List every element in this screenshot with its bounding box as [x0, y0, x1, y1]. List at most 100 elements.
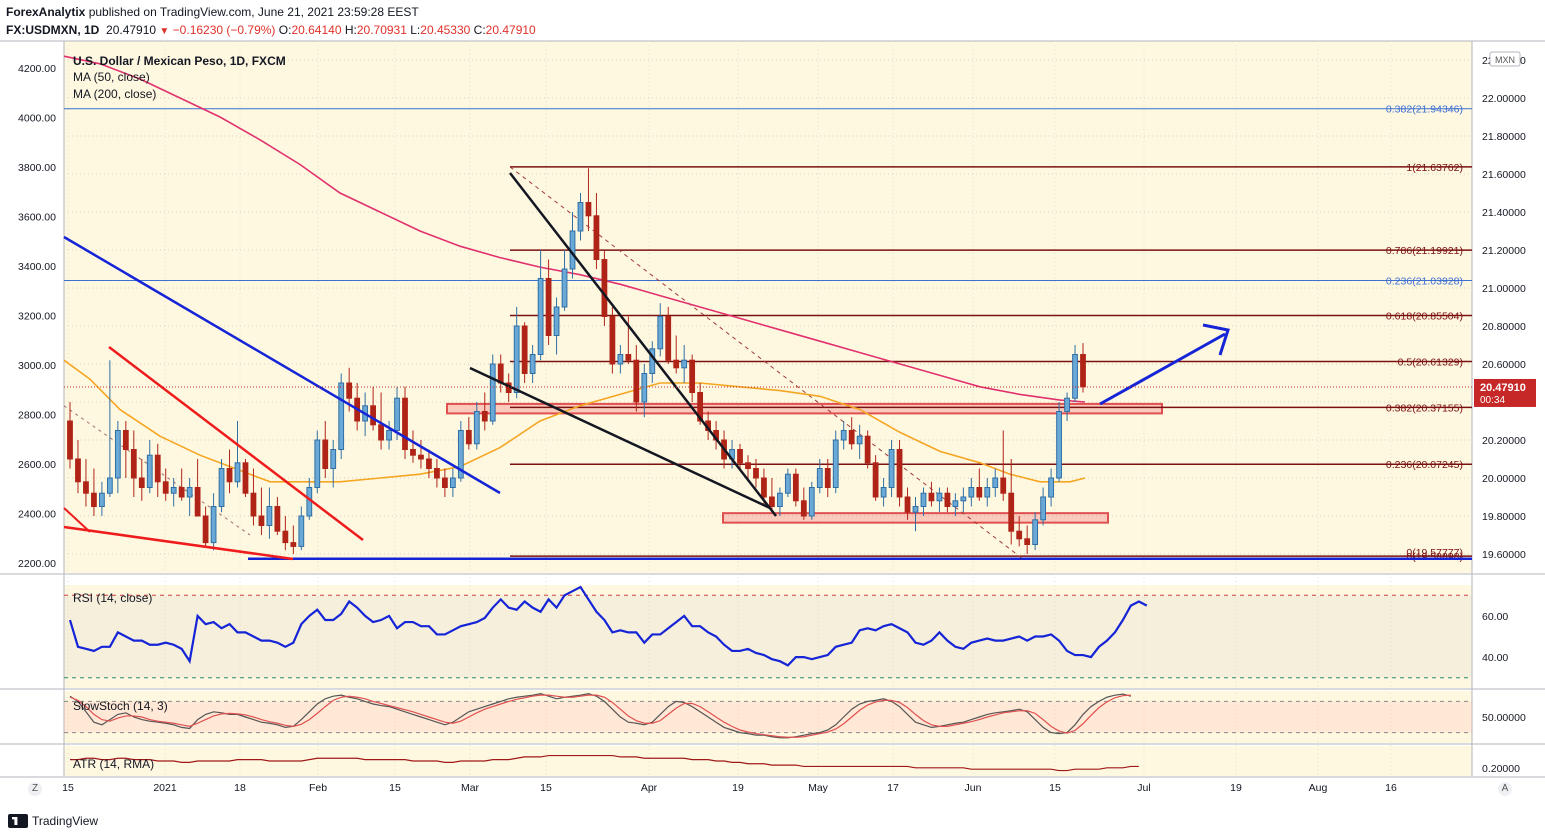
- candle-body: [410, 449, 416, 456]
- right-tick-label: 21.00000: [1482, 283, 1526, 295]
- candle-body: [593, 215, 600, 261]
- candle-body: [346, 382, 353, 399]
- ohlc-line: FX:USDMXN, 1D 20.47910 ▼ −0.16230 (−0.79…: [6, 23, 536, 37]
- candle-body: [1032, 519, 1039, 545]
- footer-brand[interactable]: TradingView: [32, 814, 99, 828]
- candle-body: [824, 468, 831, 488]
- rsi-band-fill: [64, 595, 1472, 678]
- candle-body: [394, 397, 400, 432]
- fib-label: 0.5(20.61329): [1398, 356, 1463, 368]
- candle-body: [242, 462, 249, 494]
- x-tick-label: Feb: [309, 782, 327, 794]
- right-tick-label: 21.80000: [1482, 131, 1526, 143]
- symbol-label: FX:USDMXN, 1D: [6, 23, 100, 37]
- candle-body: [577, 202, 584, 232]
- right-tick-label: 19.60000: [1482, 549, 1526, 561]
- candle-body: [601, 259, 608, 317]
- candle-body: [130, 449, 137, 479]
- fib-label: 0.382(20.37155): [1386, 402, 1463, 414]
- right-tick-label: 22.00000: [1482, 93, 1526, 105]
- candle-body: [218, 468, 225, 507]
- last-price-badge: [1474, 378, 1536, 407]
- candle-body: [473, 411, 480, 445]
- candle-body: [186, 487, 193, 498]
- blue-fib-label: 0.236(21.03928): [1386, 276, 1463, 288]
- fib-label: 0.236(20.07245): [1386, 459, 1463, 471]
- left-tick-label: 3000.00: [18, 360, 56, 372]
- candle-body: [1048, 477, 1054, 498]
- left-tick-label: 3800.00: [18, 162, 56, 174]
- candle-body: [1080, 354, 1086, 388]
- x-tick-label: 15: [389, 782, 401, 794]
- fib-label: 0(19.57777): [1406, 547, 1463, 559]
- right-tick-label: 21.20000: [1482, 245, 1526, 257]
- candle-body: [434, 468, 440, 479]
- red-trendline-lower: [63, 525, 294, 561]
- auto-scale-icon[interactable]: A: [1498, 782, 1512, 796]
- candle-body: [537, 278, 544, 355]
- x-tick-label: 15: [1049, 782, 1061, 794]
- candle-body: [513, 325, 520, 393]
- candle-body: [689, 359, 696, 394]
- candle-body: [338, 382, 345, 450]
- candle-body: [370, 405, 376, 426]
- ma200-legend: MA (200, close): [73, 87, 156, 101]
- left-tick-label: 4200.00: [18, 63, 56, 75]
- atr-tick-label: 0.20000: [1482, 763, 1520, 775]
- publisher-line: ForexAnalytix published on TradingView.c…: [6, 5, 419, 19]
- candle-body: [1056, 411, 1062, 479]
- atr-line: [70, 754, 1139, 772]
- publisher-name[interactable]: ForexAnalytix: [6, 5, 86, 19]
- candle-body: [465, 430, 472, 445]
- x-tick-label: 15: [62, 782, 74, 794]
- candle-body: [194, 487, 201, 517]
- candle-body: [234, 462, 241, 483]
- ma200-line: [63, 55, 1086, 403]
- candle-body: [673, 359, 680, 369]
- rsi-line: [68, 585, 1148, 667]
- rsi-tick-label: 60.00: [1482, 611, 1508, 623]
- x-tick-label: 19: [1230, 782, 1242, 794]
- candle-body: [529, 354, 536, 374]
- candle-body: [489, 363, 496, 422]
- candle-body: [314, 439, 321, 488]
- stoch-panel-bg: [64, 691, 1472, 743]
- candle-body: [800, 500, 807, 517]
- right-tick-label: 19.80000: [1482, 511, 1526, 523]
- candle-body: [322, 439, 329, 469]
- right-tick-label: 20.00000: [1482, 473, 1526, 485]
- candle-body: [170, 487, 177, 494]
- right-tick-label: 21.60000: [1482, 169, 1526, 181]
- red-trendline-stub: [63, 507, 91, 533]
- candle-body: [1016, 530, 1023, 540]
- right-tick-label: 20.20000: [1482, 435, 1526, 447]
- candle-body: [840, 430, 847, 441]
- low-label: L:: [410, 23, 421, 37]
- candle-body: [784, 473, 791, 494]
- ma50-legend: MA (50, close): [73, 70, 150, 84]
- candle-body: [378, 424, 384, 441]
- high-value: 20.70931: [356, 23, 407, 37]
- left-tick-label: 3200.00: [18, 311, 56, 323]
- candle-body: [266, 506, 273, 526]
- candle-body: [426, 458, 432, 469]
- timezone-z-icon[interactable]: Z: [28, 782, 42, 796]
- projection-arrow-shaft: [1099, 332, 1226, 406]
- high-label: H:: [344, 23, 357, 37]
- candle-body: [912, 506, 919, 513]
- candle-body: [609, 316, 616, 365]
- left-tick-label: 3600.00: [18, 212, 56, 224]
- candle-body: [178, 487, 185, 498]
- candle-body: [657, 316, 664, 350]
- candle-body: [91, 492, 97, 508]
- candle-body: [753, 468, 759, 479]
- candle-body: [1008, 492, 1015, 532]
- candle-body: [808, 487, 815, 517]
- candle-body: [872, 462, 879, 498]
- chart-title: U.S. Dollar / Mexican Peso, 1D, FXCM: [73, 54, 286, 68]
- candle-body: [402, 397, 408, 451]
- candle-body: [792, 473, 799, 502]
- resistance-zone: [446, 402, 1163, 415]
